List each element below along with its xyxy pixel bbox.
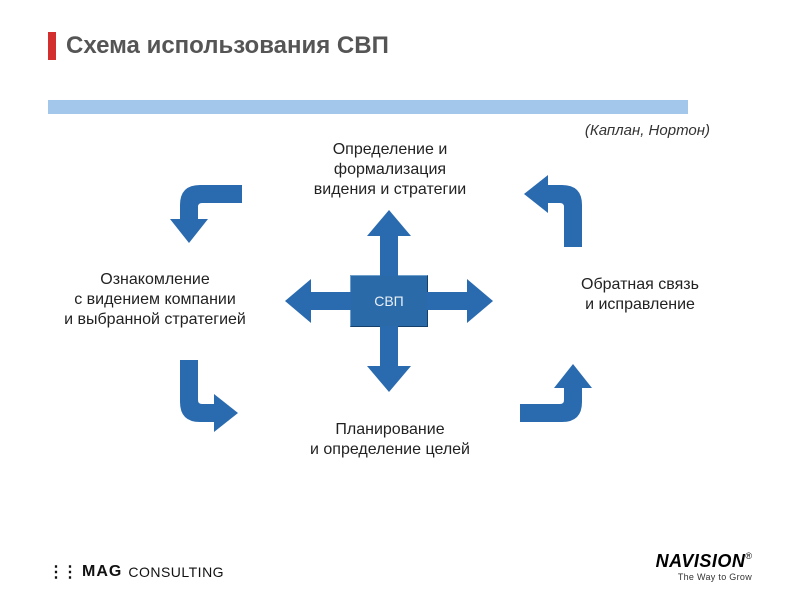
cycle-arrow-top-left-icon bbox=[170, 175, 242, 247]
node-top: Определение иформализациявидения и страт… bbox=[280, 140, 500, 200]
logo-mag-consulting: ⋮⋮ MAG CONSULTING bbox=[48, 562, 224, 582]
center-label: СВП bbox=[374, 293, 404, 309]
logo-navision-tagline: The Way to Grow bbox=[656, 572, 752, 582]
node-right: Обратная связьи исправление bbox=[550, 275, 730, 315]
divider-bar bbox=[48, 100, 688, 114]
node-bottom: Планированиеи определение целей bbox=[290, 420, 490, 460]
node-left: Ознакомлениес видением компаниии выбранн… bbox=[50, 270, 260, 330]
logo-navision-text: NAVISION bbox=[656, 551, 746, 571]
center-arrow-up-icon bbox=[367, 210, 411, 276]
logo-reg-icon: ® bbox=[745, 551, 752, 561]
cycle-arrow-bottom-right-icon bbox=[520, 360, 592, 432]
logo-dots-icon: ⋮⋮ bbox=[48, 562, 76, 582]
center-arrow-right-icon bbox=[427, 279, 493, 323]
slide-title-row: Схема использования СВП bbox=[48, 32, 389, 60]
logo-navision: NAVISION® The Way to Grow bbox=[656, 551, 752, 582]
center-box: СВП bbox=[350, 275, 428, 327]
logo-mag-text: MAG bbox=[82, 563, 122, 581]
cycle-arrow-top-right-icon bbox=[520, 175, 592, 247]
center-arrow-left-icon bbox=[285, 279, 351, 323]
logo-consulting-text: CONSULTING bbox=[128, 564, 224, 580]
center-arrow-down-icon bbox=[367, 326, 411, 392]
title-accent-bar bbox=[48, 32, 56, 60]
cycle-arrow-bottom-left-icon bbox=[170, 360, 242, 432]
slide-title: Схема использования СВП bbox=[66, 32, 389, 60]
footer-logos: ⋮⋮ MAG CONSULTING NAVISION® The Way to G… bbox=[48, 551, 752, 582]
cycle-diagram: Определение иформализациявидения и страт… bbox=[0, 120, 800, 520]
